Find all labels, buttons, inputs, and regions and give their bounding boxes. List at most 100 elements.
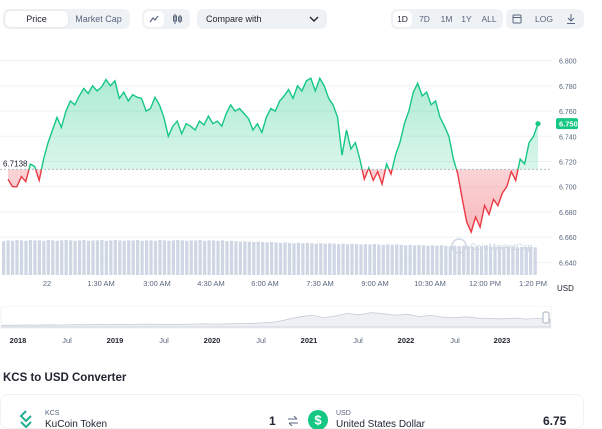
volume-bar — [301, 243, 305, 275]
current-price-dot — [535, 121, 541, 127]
volume-bar — [153, 240, 158, 275]
compare-with-label: Compare with — [206, 14, 262, 24]
volume-bar — [234, 241, 238, 275]
volume-bar — [439, 245, 443, 275]
volume-bar — [55, 240, 59, 275]
navigator-label: 2019 — [107, 336, 124, 345]
log-scale-button[interactable]: LOG — [535, 14, 553, 24]
watermark-text: CoinMarketCap — [470, 242, 533, 252]
volume-bar — [533, 247, 537, 275]
navigator-label: 2018 — [10, 336, 27, 345]
volume-bar — [453, 245, 457, 275]
range-all-button[interactable]: ALL — [481, 14, 497, 24]
volume-bar — [109, 240, 113, 275]
navigator-label: 2021 — [301, 336, 318, 345]
range-1d-button[interactable]: 1D — [393, 11, 412, 27]
range-navigator[interactable]: 2018 Jul 2019 Jul 2020 Jul 2021 Jul 2022 Jul 2023 — [0, 306, 602, 346]
volume-bar — [167, 240, 171, 275]
swap-icon[interactable] — [287, 416, 299, 426]
y-tick-label: 6.780 — [559, 84, 577, 91]
volume-bar — [404, 245, 408, 275]
from-name: KuCoin Token — [45, 419, 108, 429]
volume-bar — [64, 240, 68, 275]
volume-bar — [354, 244, 359, 275]
from-amount-input[interactable]: 1 — [269, 414, 276, 428]
volume-bar — [511, 246, 515, 275]
range-7d-button[interactable]: 7D — [419, 14, 430, 24]
navigator-handle[interactable] — [542, 311, 550, 324]
volume-bar — [95, 240, 100, 275]
volume-bar — [350, 243, 354, 275]
y-tick-label: 6.740 — [559, 134, 577, 141]
volume-bar — [189, 240, 193, 275]
volume-bar — [515, 247, 519, 275]
volume-bar — [471, 246, 475, 275]
volume-bar — [466, 246, 470, 275]
volume-bar — [363, 244, 368, 275]
watermark: CoinMarketCap — [451, 238, 533, 254]
volume-bar — [229, 240, 234, 275]
volume-bar — [497, 246, 502, 275]
navigator-year-labels: 2018 Jul 2019 Jul 2020 Jul 2021 Jul 2022 Jul 2023 — [10, 336, 511, 345]
open-price-label: 6.7138 — [3, 159, 28, 168]
x-tick-label: 7:30 AM — [306, 279, 334, 288]
to-amount: 6.75 — [543, 414, 567, 428]
volume-bar — [524, 247, 528, 275]
volume-bar — [417, 244, 421, 275]
candlestick-button[interactable] — [167, 11, 187, 27]
to-ticker: USD — [336, 410, 351, 417]
y-axis: 6.800 6.780 6.760 6.740 6.720 6.700 6.680 6.660… — [559, 59, 577, 268]
to-name: United States Dollar — [336, 419, 425, 429]
volume-bar — [77, 240, 82, 275]
range-1y-button[interactable]: 1Y — [461, 14, 472, 24]
volume-bar — [341, 243, 345, 275]
x-tick-label: 22 — [43, 279, 51, 288]
volume-bar — [506, 246, 510, 275]
volume-bar — [502, 246, 506, 275]
candlestick-icon — [173, 14, 182, 24]
volume-bar — [149, 240, 153, 275]
volume-bar — [435, 245, 439, 275]
volume-bar — [162, 240, 167, 275]
navigator-series — [1, 312, 551, 328]
price-area-up — [28, 78, 538, 170]
volume-bar — [122, 240, 126, 275]
volume-bar — [194, 240, 198, 275]
x-tick-label: 12:00 PM — [469, 279, 501, 288]
volume-bar — [359, 244, 363, 275]
volume-bar — [520, 246, 524, 275]
volume-bar — [185, 240, 189, 275]
calendar-button[interactable] — [508, 11, 526, 27]
volume-bar — [42, 240, 46, 275]
x-tick-label: 1:20 PM — [519, 279, 547, 288]
price-chart[interactable]: CoinMarketCap 6.7138 6.750 6.800 6.780 6.7… — [0, 34, 602, 334]
y-tick-label: 6.640 — [559, 260, 577, 267]
volume-bar — [314, 243, 318, 275]
compare-with-dropdown[interactable]: Compare with — [197, 9, 327, 29]
volume-bar — [448, 246, 452, 275]
converter-panel: KCS KuCoin Token 1 $ USD United States D… — [0, 394, 584, 429]
volume-bar — [207, 240, 211, 275]
volume-bar — [278, 242, 283, 275]
volume-bar — [2, 241, 6, 275]
x-tick-label: 6:00 AM — [251, 279, 279, 288]
tab-market-cap[interactable]: Market Cap — [75, 14, 122, 24]
x-tick-label: 1:30 AM — [87, 279, 115, 288]
volume-bar — [220, 240, 225, 275]
volume-bar — [328, 243, 332, 275]
volume-bar — [252, 242, 256, 275]
navigator-label: Jul — [62, 336, 72, 345]
x-tick-label: 10:30 AM — [414, 279, 446, 288]
tab-price[interactable]: Price — [5, 11, 68, 27]
volume-bar — [377, 244, 381, 275]
line-chart-button[interactable] — [144, 11, 164, 27]
volume-bar — [310, 243, 314, 275]
range-1m-button[interactable]: 1M — [440, 14, 453, 24]
volume-bar — [444, 245, 448, 275]
price-line-up — [28, 76, 539, 170]
navigator-label: Jul — [159, 336, 169, 345]
download-button[interactable] — [562, 11, 580, 27]
volume-bar — [287, 242, 292, 275]
volume-bar — [82, 240, 86, 275]
volume-bar — [529, 246, 533, 275]
